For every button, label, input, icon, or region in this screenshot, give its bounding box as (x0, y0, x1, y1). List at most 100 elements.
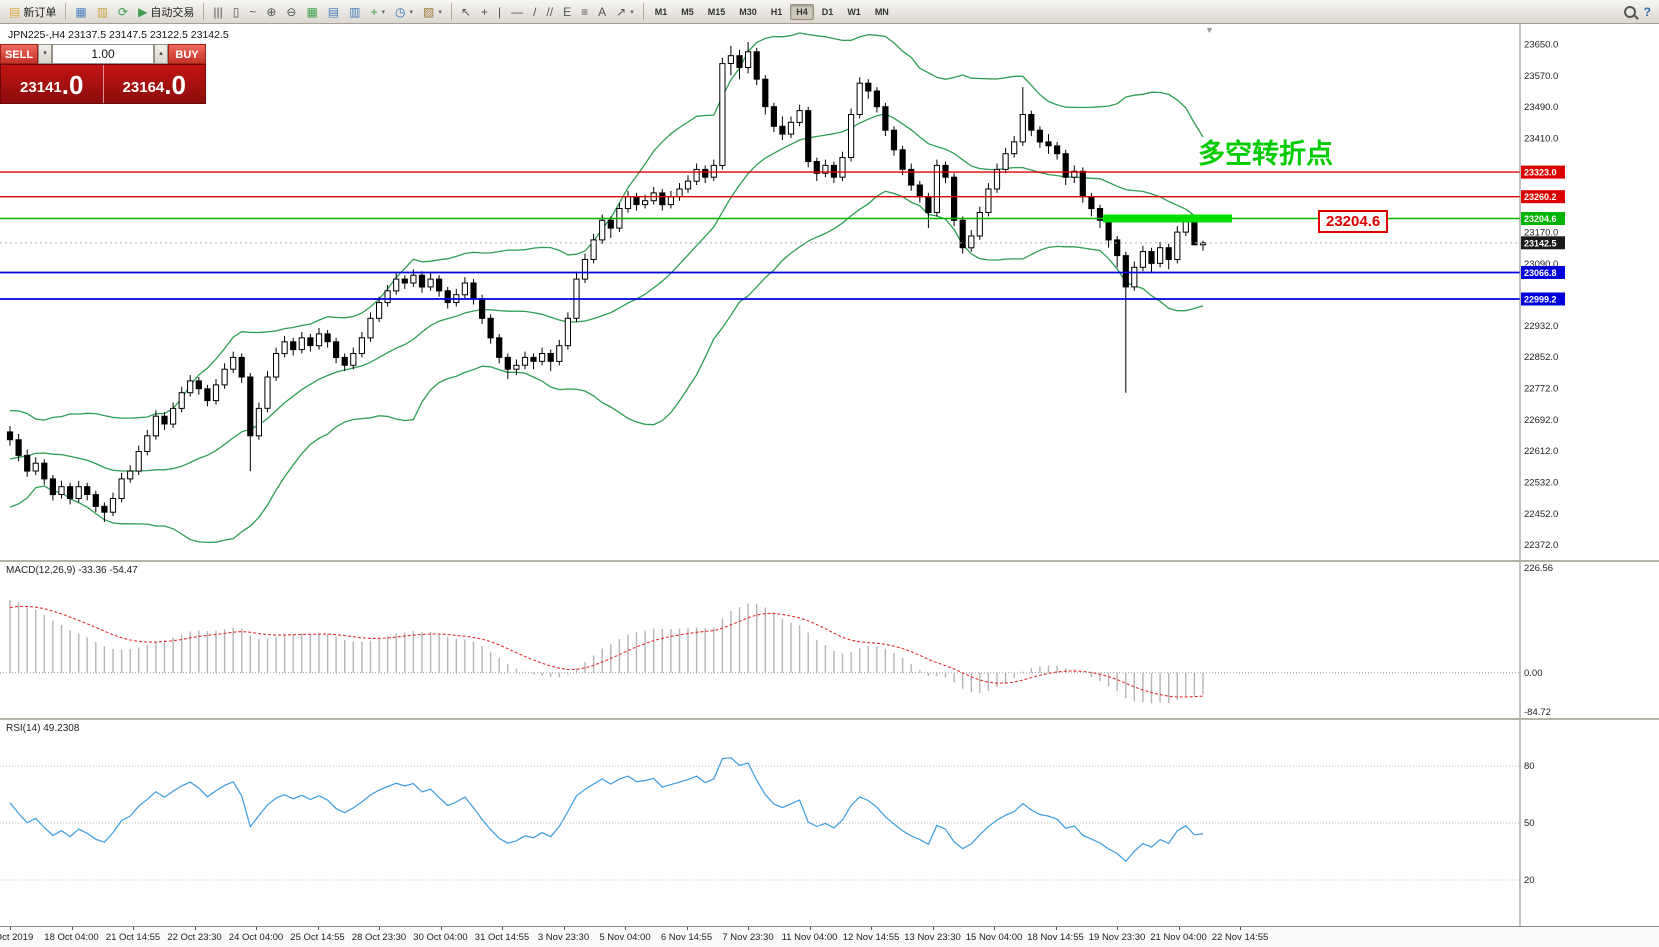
volume-increase-button[interactable]: ▴ (154, 44, 168, 64)
arrange-charts-icon[interactable]: ▤ (323, 2, 344, 22)
volume-decrease-button[interactable]: ▾ (38, 44, 52, 64)
price-tag[interactable] (1521, 236, 1565, 250)
time-axis[interactable]: 5 Oct 2019 18 Oct 04:00 21 Oct 14:55 22 Oct… (0, 926, 1659, 947)
highlight-bar[interactable] (1103, 214, 1232, 223)
cursor-icon[interactable]: ↖ (456, 2, 476, 22)
candle-body (1157, 247, 1164, 264)
price-callout-label[interactable]: 23204.6 (1318, 210, 1389, 233)
price-tag[interactable] (1521, 165, 1565, 179)
indicators-icon[interactable]: + ▾ (365, 2, 390, 22)
price-tag[interactable] (1521, 190, 1565, 204)
candle-body (925, 196, 932, 214)
time-label: 21 Oct 14:55 (105, 932, 161, 943)
refresh-icon[interactable]: ⟳ (113, 2, 133, 22)
timeframe-h1-button[interactable]: H1 (770, 6, 783, 17)
sell-price-box[interactable]: 23141.0 (1, 65, 103, 103)
buy-price-box[interactable]: 23164.0 (103, 65, 205, 103)
crosshair-icon[interactable]: + (476, 2, 493, 22)
main-chart-canvas[interactable]: 23650.0 23570.0 23490.0 23410.0 23170.0 23090… (0, 24, 1659, 560)
time-label: 21 Nov 04:00 (1150, 932, 1207, 943)
candle-body (1165, 247, 1172, 260)
periods-icon[interactable]: ◷ ▾ (390, 2, 418, 22)
candle-body (1079, 170, 1086, 198)
price-tag[interactable] (1521, 266, 1565, 279)
candle-body (581, 259, 589, 280)
chevron-down-icon[interactable]: ▾ (630, 8, 634, 16)
timeframe-d1-button[interactable]: D1 (821, 6, 834, 17)
text-icon[interactable]: A (593, 2, 611, 22)
timeframe-mn-button[interactable]: MN (874, 6, 889, 17)
panel-splitter[interactable] (0, 718, 1659, 720)
time-label: 5 Nov 04:00 (599, 932, 651, 943)
bar-chart-icon[interactable]: ||| (208, 2, 227, 22)
candle-body (487, 317, 494, 339)
buy-button[interactable]: BUY (168, 44, 206, 64)
search-icon[interactable] (1623, 5, 1636, 18)
candle-body (530, 356, 537, 362)
candle-body (521, 356, 529, 366)
candle-body (848, 114, 855, 159)
new-order-button[interactable]: ▤ 新订单 (4, 2, 61, 22)
timeframe-m15-button[interactable]: M15 (707, 6, 726, 17)
time-label: 25 Oct 14:55 (290, 932, 345, 943)
zoom-out-icon[interactable]: ⊖ (281, 2, 301, 22)
timeframe-m30-button[interactable]: M30 (739, 6, 757, 17)
panel-splitter[interactable] (0, 560, 1659, 562)
candle-body (513, 364, 520, 370)
rsi-panel-canvas[interactable]: 80 50 20 (0, 720, 1659, 926)
shapes-icon[interactable]: ≡ (576, 2, 593, 22)
volume-input[interactable] (52, 44, 154, 64)
price-axis-label: 22532.0 (1524, 478, 1558, 489)
candle-body (410, 274, 417, 284)
chart-annotation-text[interactable]: 多空转折点 (1198, 139, 1333, 169)
time-label: 12 Nov 14:55 (842, 932, 900, 943)
candle-body (659, 192, 666, 206)
crosshair-icon-glyph: + (480, 4, 488, 19)
candle-body (1174, 231, 1181, 261)
line-chart-icon[interactable]: ~ (244, 2, 261, 22)
templates-icon[interactable]: ▨ ▾ (418, 2, 447, 22)
macd-panel-canvas[interactable]: 226.56 0.00 -84.72 (0, 562, 1659, 718)
chevron-down-icon[interactable]: ▾ (409, 8, 413, 16)
horizontal-line-icon[interactable]: — (506, 2, 528, 22)
chart-window-icon[interactable]: ▦ (70, 2, 91, 22)
channel-icon[interactable]: // (541, 2, 558, 22)
candlestick-chart-icon[interactable]: ▯ (228, 2, 245, 22)
timeframe-m1-button[interactable]: M1 (654, 6, 668, 17)
candle-body (564, 317, 571, 347)
candle-body (539, 353, 546, 362)
buy-price-int: 23164 (122, 79, 165, 96)
candle-body (1002, 153, 1009, 170)
sell-button[interactable]: SELL (0, 44, 38, 64)
time-tick (932, 927, 934, 930)
autotrading-button[interactable]: ▶ 自动交易 (133, 2, 199, 22)
vertical-line-icon[interactable]: | (493, 2, 506, 22)
tile-windows-icon-glyph: ▦ (306, 4, 318, 19)
price-tag-label: 23204.6 (1524, 214, 1557, 224)
price-axis-label: 23090.0 (1524, 259, 1558, 270)
chevron-down-icon[interactable]: ▾ (381, 8, 385, 16)
timeframe-h4-button[interactable]: H4 (790, 3, 814, 20)
arrow-objects-icon[interactable]: ↗ ▾ (611, 2, 639, 22)
price-tag[interactable] (1521, 292, 1565, 306)
candle-body (822, 164, 829, 174)
chart-window[interactable]: 23650.0 23570.0 23490.0 23410.0 23170.0 23090… (0, 24, 1659, 947)
candle-body (951, 176, 958, 221)
chevron-down-icon[interactable]: ▾ (438, 8, 442, 16)
help-icon[interactable]: ? (1643, 4, 1651, 19)
tile-windows-icon[interactable]: ▦ (301, 2, 322, 22)
fibonacci-icon[interactable]: E (558, 2, 576, 22)
zoom-in-icon[interactable]: ⊕ (261, 2, 281, 22)
sell-price-int: 23141 (20, 79, 62, 96)
profiles-icon[interactable]: ▥ (92, 2, 113, 22)
candle-body (547, 353, 554, 362)
trendline-icon[interactable]: / (528, 2, 541, 22)
timeframe-m5-button[interactable]: M5 (681, 6, 694, 17)
auto-arrange-icon[interactable]: ▥ (344, 2, 365, 22)
time-label: 5 Oct 2019 (0, 932, 34, 943)
rsi-indicator-label: RSI(14) 49.2308 (6, 723, 80, 734)
price-tag[interactable] (1521, 212, 1565, 225)
chart-shift-marker[interactable]: ▼ (1205, 25, 1214, 35)
price-axis-label: 22372.0 (1524, 540, 1558, 551)
timeframe-w1-button[interactable]: W1 (847, 6, 861, 17)
